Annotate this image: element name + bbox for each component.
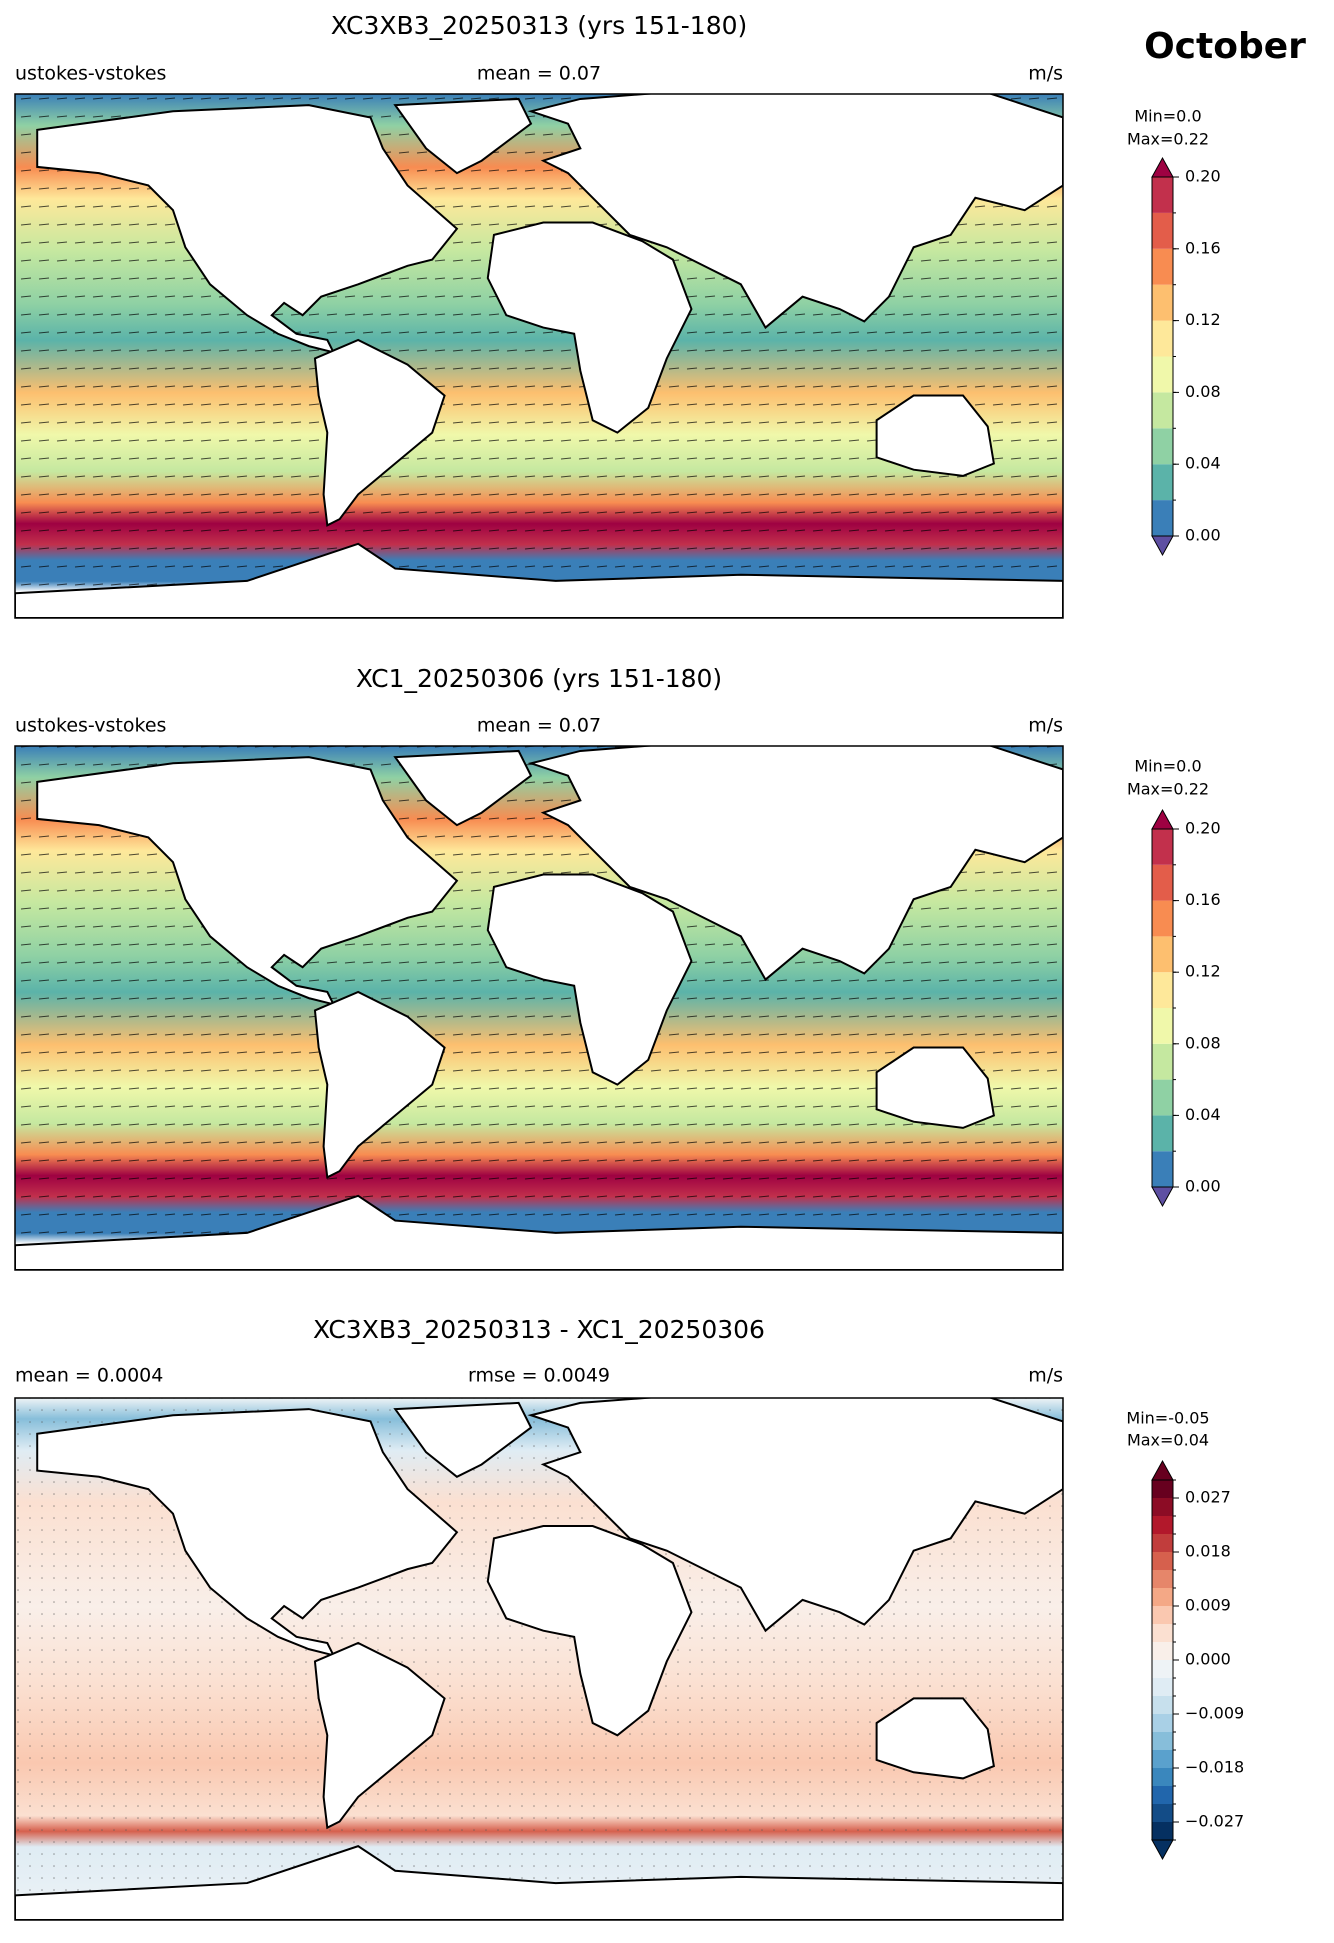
colorbar-band — [1152, 1498, 1173, 1516]
colorbar-band — [1152, 284, 1173, 321]
map-frame — [14, 745, 1064, 1271]
colorbar-tick-label: 0.12 — [1185, 962, 1221, 981]
colorbar-band — [1152, 1480, 1173, 1498]
center-label: rmse = 0.0049 — [468, 1365, 610, 1387]
colorbar-band — [1152, 320, 1173, 357]
colorbar-tick-label: −0.027 — [1185, 1812, 1244, 1831]
colorbar-band — [1152, 1786, 1173, 1804]
colorbar-band — [1152, 1079, 1173, 1116]
colorbar-tick-label: 0.16 — [1185, 890, 1221, 909]
colorbar-min: Min=0.0 — [1134, 757, 1201, 776]
left-label: ustokes-vstokes — [15, 715, 166, 737]
colorbar-band — [1152, 1822, 1173, 1840]
panel-title: XC3XB3_20250313 - XC1_20250306 — [313, 1315, 765, 1344]
colorbar-tick-label: 0.000 — [1185, 1650, 1231, 1669]
colorbar-band — [1152, 1043, 1173, 1080]
colorbar-band — [1152, 1624, 1173, 1642]
colorbar-band — [1152, 1534, 1173, 1552]
colorbar-band — [1152, 1750, 1173, 1768]
colorbar-tick-label: 0.027 — [1185, 1488, 1231, 1507]
colorbar-band — [1152, 464, 1173, 501]
colorbar-tick-label: 0.00 — [1185, 526, 1221, 545]
colorbar-tick-label: 0.08 — [1185, 382, 1221, 401]
colorbar-band — [1152, 500, 1173, 536]
colorbar-over — [1151, 1459, 1174, 1481]
colorbar-min: Min=0.0 — [1134, 107, 1201, 126]
colorbar-band — [1152, 1714, 1173, 1732]
colorbar-band — [1152, 1606, 1173, 1624]
colorbar-under — [1151, 1186, 1174, 1208]
colorbar-band — [1152, 1151, 1173, 1187]
colorbar-band — [1152, 1660, 1173, 1678]
colorbar-max: Max=0.22 — [1127, 780, 1209, 799]
colorbar-band — [1152, 428, 1173, 465]
colorbar-tick-label: −0.018 — [1185, 1758, 1244, 1777]
map-frame — [14, 93, 1064, 619]
colorbar-under — [1151, 535, 1174, 557]
colorbar-tick-label: 0.20 — [1185, 819, 1221, 838]
colorbar-band — [1152, 177, 1173, 213]
colorbar-max: Max=0.04 — [1127, 1431, 1209, 1450]
colorbar-min: Min=-0.05 — [1126, 1409, 1209, 1428]
center-label: mean = 0.07 — [477, 715, 601, 737]
units-label: m/s — [1028, 715, 1063, 737]
colorbar-tick-label: 0.12 — [1185, 310, 1221, 329]
colorbar-band — [1152, 248, 1173, 285]
colorbar-band — [1152, 1768, 1173, 1786]
colorbar-tick-label: 0.04 — [1185, 1105, 1221, 1124]
colorbar-band — [1152, 936, 1173, 973]
colorbar-tick-label: 0.00 — [1185, 1177, 1221, 1196]
colorbar-over — [1151, 808, 1174, 830]
left-label: mean = 0.0004 — [15, 1365, 163, 1387]
colorbar-band — [1152, 829, 1173, 865]
colorbar-tick-label: 0.009 — [1185, 1596, 1231, 1615]
colorbar-band — [1152, 1642, 1173, 1660]
colorbar-max: Max=0.22 — [1127, 130, 1209, 149]
colorbar-tick-label: −0.009 — [1185, 1704, 1244, 1723]
units-label: m/s — [1028, 63, 1063, 85]
colorbar-under — [1151, 1839, 1174, 1861]
colorbar-tick-label: 0.20 — [1185, 167, 1221, 186]
colorbar-band — [1152, 1678, 1173, 1696]
colorbar-band — [1152, 1008, 1173, 1044]
colorbar-band — [1152, 1696, 1173, 1714]
colorbar-band — [1152, 1804, 1173, 1822]
colorbar-band — [1152, 1552, 1173, 1570]
colorbar-over — [1151, 156, 1174, 178]
panel-title: XC3XB3_20250313 (yrs 151-180) — [331, 11, 748, 40]
colorbar-tick-label: 0.04 — [1185, 454, 1221, 473]
colorbar-band — [1152, 972, 1173, 1008]
colorbar-band — [1152, 392, 1173, 429]
colorbar-tick-label: 0.018 — [1185, 1542, 1231, 1561]
colorbar-tick-label: 0.08 — [1185, 1033, 1221, 1052]
panel-title: XC1_20250306 (yrs 151-180) — [356, 664, 722, 693]
center-label: mean = 0.07 — [477, 63, 601, 85]
units-label: m/s — [1028, 1365, 1063, 1387]
colorbar-band — [1152, 1732, 1173, 1750]
colorbar-tick-label: 0.16 — [1185, 238, 1221, 257]
colorbar-band — [1152, 1516, 1173, 1534]
left-label: ustokes-vstokes — [15, 63, 166, 85]
colorbar-band — [1152, 356, 1173, 393]
map-frame — [14, 1397, 1064, 1921]
colorbar-band — [1152, 212, 1173, 249]
colorbar-band — [1152, 1115, 1173, 1152]
month-title: October — [1144, 26, 1306, 67]
colorbar-band — [1152, 1588, 1173, 1606]
colorbar-band — [1152, 864, 1173, 901]
colorbar-band — [1152, 900, 1173, 937]
colorbar-band — [1152, 1570, 1173, 1588]
